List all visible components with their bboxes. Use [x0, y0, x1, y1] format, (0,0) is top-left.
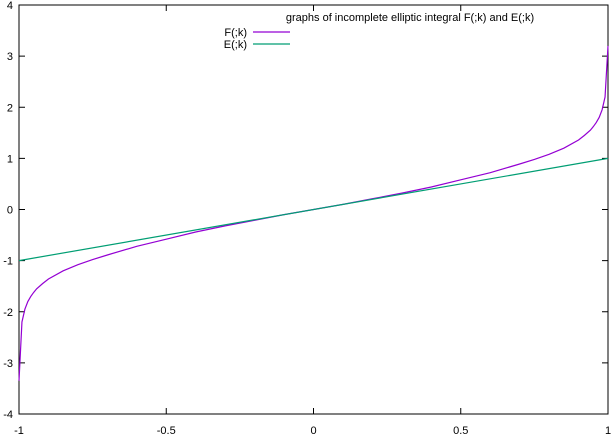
legend-label: F(;k) [224, 27, 247, 39]
y-tick-label: 2 [7, 102, 13, 114]
x-tick-label: 1 [605, 425, 611, 435]
series-layer [18, 45, 609, 381]
y-tick-label: 0 [7, 205, 13, 217]
y-tick-label: 4 [7, 0, 13, 12]
legend-label: E(;k) [224, 39, 247, 51]
chart-title: graphs of incomplete elliptic integral F… [286, 12, 534, 24]
x-tick-label: 0.5 [453, 425, 468, 435]
x-tick-label: -1 [14, 425, 24, 435]
y-tick-label: -4 [3, 409, 13, 421]
x-tick-label: 0 [310, 425, 316, 435]
y-tick-label: 1 [7, 153, 13, 165]
series-line-E [18, 157, 609, 262]
x-tick-label: -0.5 [157, 425, 176, 435]
y-tick-label: -1 [3, 256, 13, 268]
x-axis-ticks: -1 -0.5 0 0.5 1 [14, 5, 611, 435]
y-tick-label: 3 [7, 51, 13, 63]
y-tick-label: -2 [3, 307, 13, 319]
legend: F(;k)E(;k) [224, 27, 290, 51]
series-line-F [18, 45, 609, 381]
y-tick-label: -3 [3, 358, 13, 370]
